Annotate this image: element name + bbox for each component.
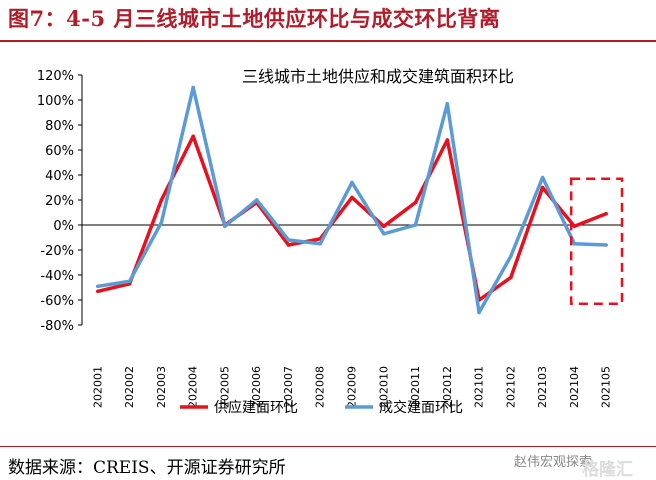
x-tick-label: 202007 <box>282 366 295 408</box>
highlight-box <box>569 177 624 305</box>
watermark: 赵伟宏观探索 <box>514 455 593 470</box>
data-point <box>191 134 195 139</box>
x-tick-label: 202010 <box>377 366 390 408</box>
data-point <box>572 224 577 229</box>
x-tick-label: 202012 <box>441 366 454 408</box>
x-tick-label: 202103 <box>536 366 549 408</box>
data-point <box>159 198 164 202</box>
data-point <box>381 224 386 229</box>
data-point <box>572 241 577 246</box>
data-point <box>509 254 513 259</box>
y-tick-label: 80% <box>45 119 74 134</box>
y-tick-label: -80% <box>40 319 74 334</box>
x-tick-label: 202003 <box>155 366 168 408</box>
x-tick-label: 202101 <box>473 366 486 408</box>
data-point <box>318 241 323 246</box>
y-tick-label: 100% <box>37 94 74 109</box>
data-point <box>159 220 164 225</box>
data-point <box>96 284 100 289</box>
x-tick-label: 202008 <box>314 366 327 408</box>
legend: 供应建面环比 成交建面环比 <box>180 399 463 416</box>
y-tick-label: 0% <box>53 219 74 234</box>
y-tick-label: -60% <box>40 294 74 309</box>
data-point <box>96 289 100 294</box>
y-tick-label: 40% <box>45 169 74 184</box>
x-tick-label: 202102 <box>504 366 517 408</box>
watermark-logo: 格隆汇 <box>582 460 633 480</box>
data-point <box>350 195 354 200</box>
data-point <box>127 279 132 284</box>
x-tick-label: 202002 <box>123 366 136 408</box>
source-rule <box>0 446 656 447</box>
y-tick-label: 120% <box>37 69 74 84</box>
title-rule <box>0 40 656 42</box>
data-point <box>413 200 418 205</box>
x-axis-tick-labels: 202001 202002 202003 202004 202005 202006 2020… <box>91 366 612 408</box>
data-point <box>254 198 259 202</box>
data-point <box>286 238 291 242</box>
series-lines <box>96 85 608 315</box>
data-point <box>381 231 386 236</box>
data-point <box>540 185 545 190</box>
x-tick-label: 202105 <box>600 366 613 408</box>
data-point <box>540 175 545 180</box>
data-point <box>413 223 418 227</box>
data-point <box>223 224 227 229</box>
chart-title: 三线城市土地供应和成交建筑面积环比 <box>242 67 514 86</box>
x-tick-label: 202001 <box>91 366 104 408</box>
legend-label: 成交建面环比 <box>379 399 463 416</box>
data-point <box>477 310 481 315</box>
data-point <box>286 243 291 247</box>
legend-label: 供应建面环比 <box>214 399 298 416</box>
source-note: 数据来源：CREIS、开源证券研究所 <box>8 458 286 478</box>
line-chart: -80% -60% -40% -20% 0% 20% 40% 60% 80% 100% 120% 2… <box>37 67 624 416</box>
data-point <box>604 243 608 247</box>
data-point <box>445 101 450 106</box>
x-tick-label: 202011 <box>409 366 422 408</box>
x-tick-label: 202006 <box>250 366 263 408</box>
y-tick-label: -40% <box>40 269 74 284</box>
data-point <box>509 275 513 280</box>
series-supply <box>96 134 608 302</box>
y-tick-label: 60% <box>45 144 74 159</box>
figure-title: 图7：4-5 月三线城市土地供应环比与成交环比背离 <box>8 6 501 31</box>
series-transaction <box>96 85 608 315</box>
x-tick-label: 202104 <box>568 366 581 408</box>
data-point <box>604 211 608 216</box>
data-point <box>350 180 354 185</box>
data-point <box>191 85 195 90</box>
x-tick-label: 202005 <box>218 366 231 408</box>
y-axis-ticks: -80% -60% -40% -20% 0% 20% 40% 60% 80% 100% 120% <box>37 69 622 334</box>
y-tick-label: -20% <box>40 244 74 259</box>
x-tick-label: 202009 <box>346 366 359 408</box>
x-tick-label: 202004 <box>187 366 200 408</box>
data-point <box>445 138 450 142</box>
y-tick-label: 20% <box>45 194 74 209</box>
